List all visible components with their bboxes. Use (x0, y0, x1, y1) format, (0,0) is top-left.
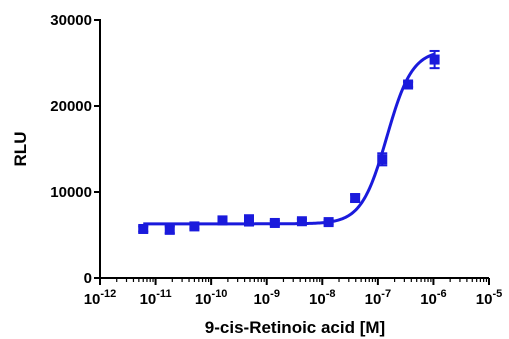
fit-curve-group (143, 52, 436, 226)
x-tick-label: 10-7 (365, 288, 391, 308)
axes (99, 19, 489, 279)
point-marker (323, 217, 334, 228)
x-tick-label: 10-6 (420, 288, 446, 308)
data-point (244, 214, 255, 227)
point-marker (164, 224, 175, 235)
y-tick-label: 10000 (50, 184, 92, 201)
data-point (189, 221, 200, 232)
data-points (138, 49, 440, 235)
x-tick-label: 10-8 (309, 288, 335, 308)
y-tick-label: 20000 (50, 98, 92, 115)
x-tick-label: 10-12 (84, 288, 117, 308)
point-marker (189, 221, 200, 232)
point-marker (403, 79, 414, 90)
data-point (429, 49, 440, 70)
data-point (377, 152, 388, 167)
data-point (350, 193, 361, 204)
fit-curve (143, 52, 436, 226)
x-tick-label: 10-11 (140, 288, 172, 308)
data-point (269, 217, 280, 228)
point-marker (350, 193, 361, 204)
data-point (217, 215, 228, 226)
point-marker (429, 54, 440, 65)
point-marker (269, 217, 280, 228)
x-tick-label: 10-10 (195, 288, 228, 308)
y-tick-label: 30000 (50, 12, 92, 29)
y-tick-label: 0 (84, 270, 92, 287)
data-point (403, 79, 414, 90)
data-point (164, 224, 175, 235)
x-tick-label: 10-5 (476, 288, 502, 308)
point-marker (377, 154, 388, 165)
point-marker (296, 216, 307, 227)
x-tick-label: 10-9 (253, 288, 279, 308)
y-axis-ticks: 0 10000 20000 30000 (50, 12, 100, 287)
point-marker (244, 215, 255, 226)
point-marker (138, 223, 149, 234)
data-point (323, 217, 334, 228)
y-axis-title: RLU (11, 132, 30, 167)
data-point (296, 216, 307, 227)
x-axis-title: 9-cis-Retinoic acid [M] (205, 318, 385, 337)
x-axis-ticks: 10-12 10-11 10-10 10-9 10-8 10-7 10-6 10-5 (84, 278, 502, 308)
point-marker (217, 215, 228, 226)
data-point (138, 223, 149, 234)
